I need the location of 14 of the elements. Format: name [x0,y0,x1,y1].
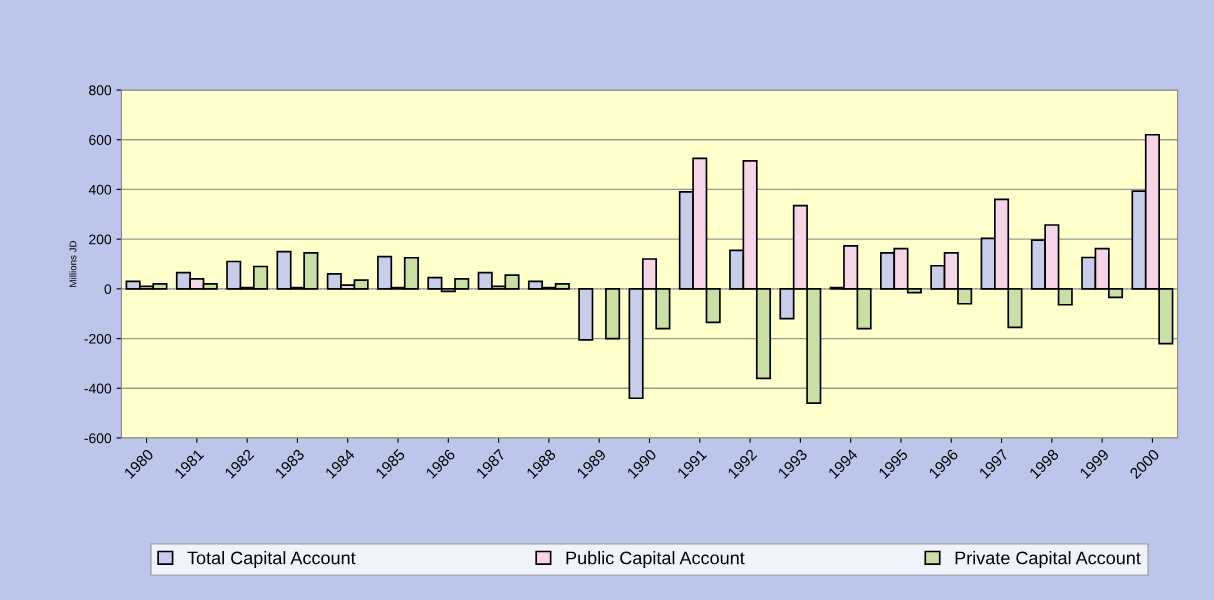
bar [605,288,621,340]
legend-label: Total Capital Account [187,551,356,568]
y-tick-label: 0 [104,284,112,295]
y-tick-label: 800 [89,85,112,96]
bar [578,288,594,341]
legend-label: Public Capital Account [566,551,745,568]
y-tick-label: 400 [88,184,112,195]
legend-label: Private Capital Account [955,551,1141,568]
y-tick-label: -600 [84,433,112,444]
y-axis-title: Millions JD [69,240,77,287]
y-tick-label: -200 [84,333,112,344]
y-tick-label: 600 [89,135,112,145]
y-tick-label: -400 [84,383,112,394]
y-tick-label: 200 [89,234,112,245]
